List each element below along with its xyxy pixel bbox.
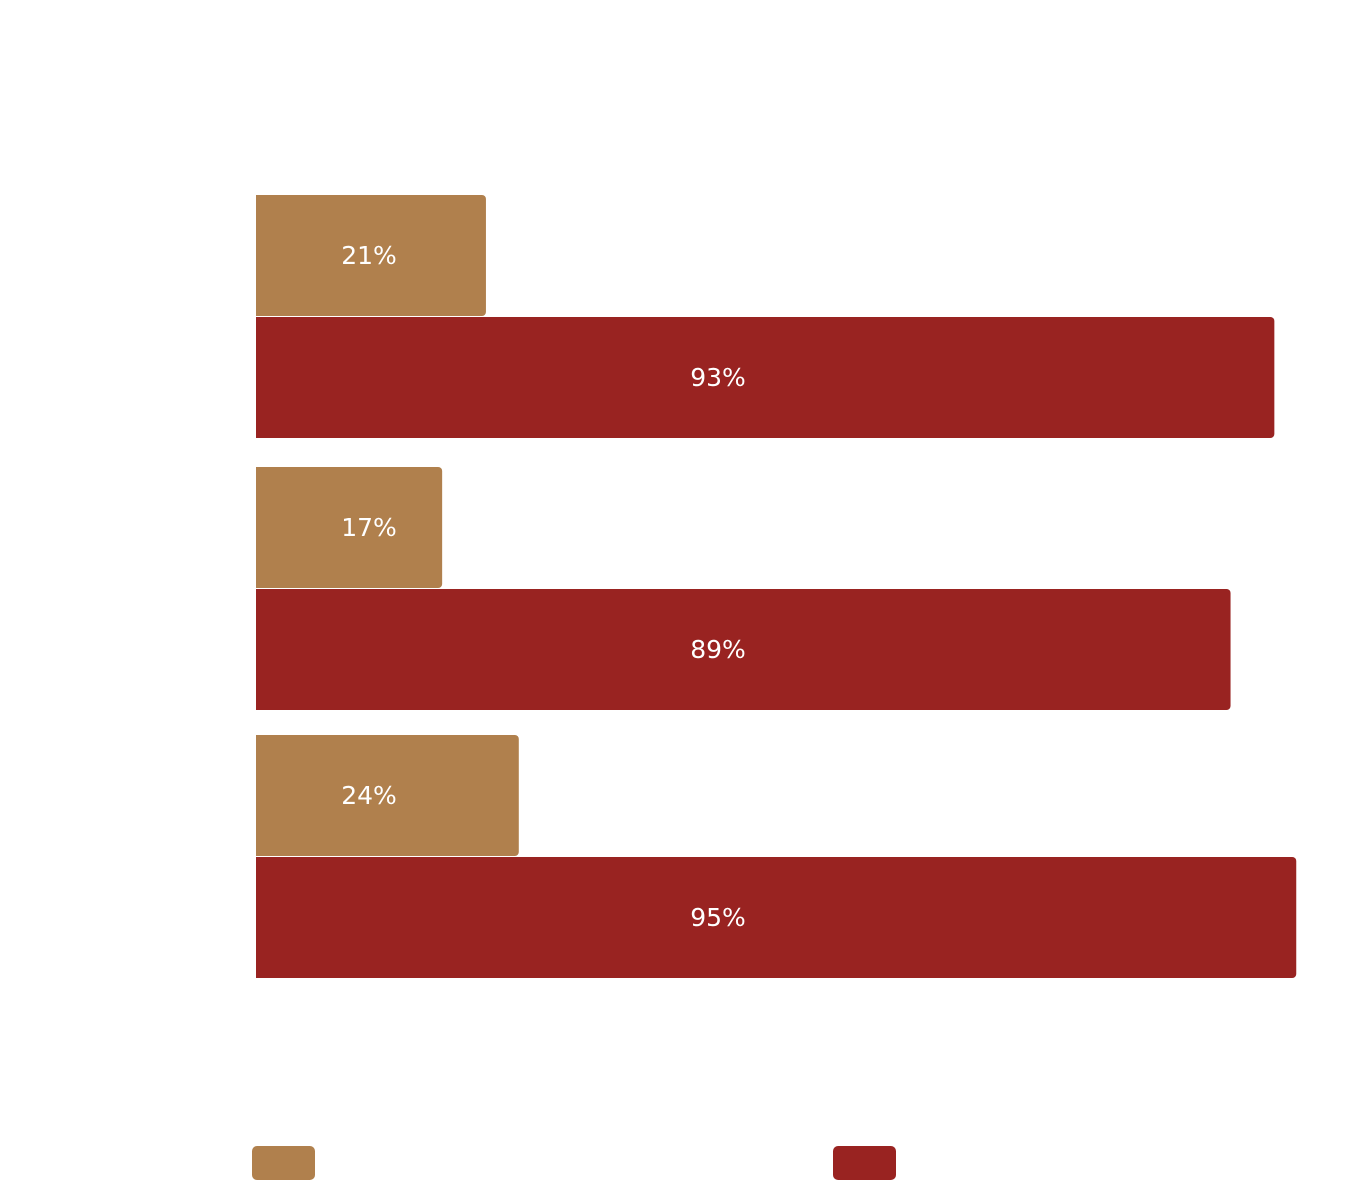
legend bbox=[252, 1146, 896, 1180]
bars-layer bbox=[256, 195, 1297, 978]
legend-swatch-series-a bbox=[252, 1146, 315, 1180]
series-a-bar-edge bbox=[256, 195, 262, 316]
series-b-bar-edge bbox=[256, 317, 262, 438]
series-a-bar bbox=[256, 195, 486, 316]
series-a-bar-edge bbox=[256, 735, 262, 856]
series-a-bar-edge bbox=[256, 467, 262, 588]
series-a-data-label: 21% bbox=[341, 241, 397, 270]
series-a-data-label: 24% bbox=[341, 781, 397, 810]
series-b-bar bbox=[256, 317, 1275, 438]
series-b-data-label: 93% bbox=[690, 363, 746, 392]
legend-swatch-series-b bbox=[833, 1146, 896, 1180]
series-a-bar bbox=[256, 467, 443, 588]
series-b-data-label: 89% bbox=[690, 635, 746, 664]
data-labels-layer: 21% 17% 24% 93% 89% 95% bbox=[341, 241, 746, 932]
series-a-bar bbox=[256, 735, 519, 856]
series-b-bar-edge bbox=[256, 589, 262, 710]
series-b-bar bbox=[256, 589, 1231, 710]
series-b-data-label: 95% bbox=[690, 903, 746, 932]
series-b-bar bbox=[256, 857, 1297, 978]
series-a-data-label: 17% bbox=[341, 513, 397, 542]
series-b-bar-edge bbox=[256, 857, 262, 978]
